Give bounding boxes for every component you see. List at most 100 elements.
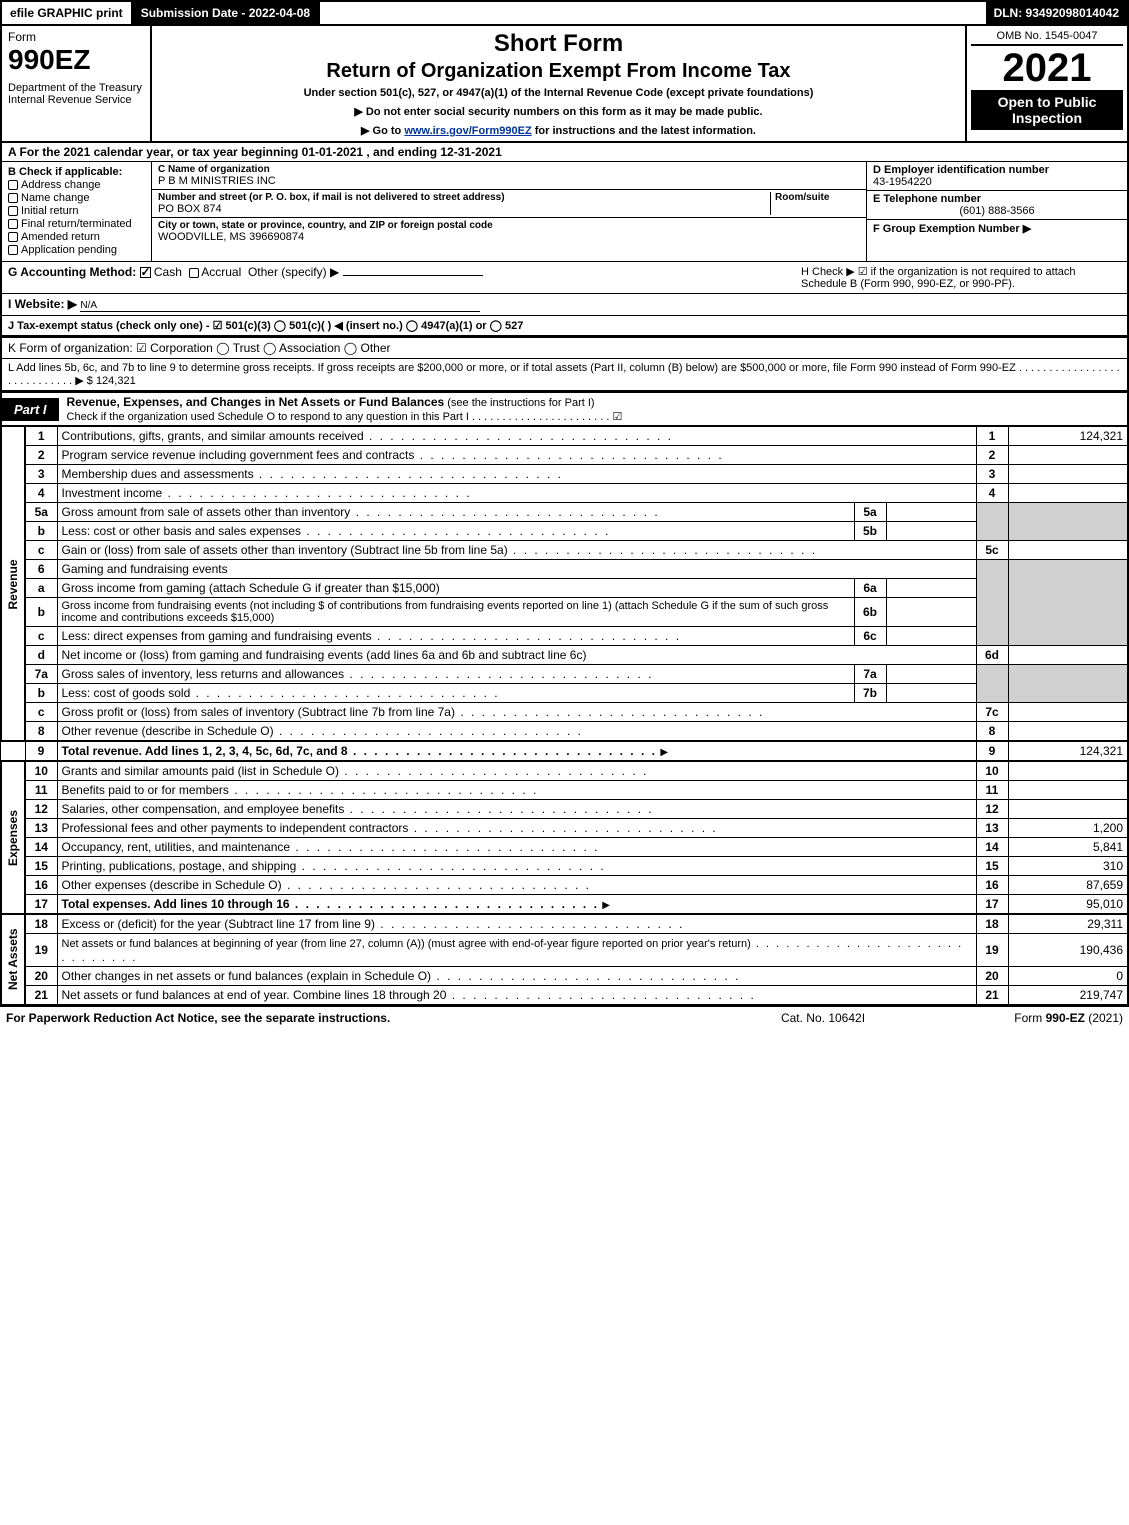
expenses-section-label: Expenses	[1, 761, 25, 914]
part-1-note: (see the instructions for Part I)	[444, 397, 594, 409]
row-j-text: J Tax-exempt status (check only one) - ☑…	[8, 320, 523, 332]
line-4: 4 Investment income 4	[1, 484, 1128, 503]
shaded-cell	[976, 665, 1008, 703]
chk-amended-return[interactable]: Amended return	[8, 231, 145, 243]
dln-label: DLN: 93492098014042	[986, 2, 1127, 24]
line-rno: 19	[976, 934, 1008, 967]
line-amount: 219,747	[1008, 986, 1128, 1006]
other-specify-input[interactable]	[343, 275, 483, 276]
irs-link[interactable]: www.irs.gov/Form990EZ	[404, 125, 531, 137]
org-info-block: B Check if applicable: Address change Na…	[0, 162, 1129, 262]
part-1-tab: Part I	[2, 398, 59, 421]
line-desc: Net assets or fund balances at beginning…	[62, 938, 964, 964]
line-desc: Other expenses (describe in Schedule O)	[62, 878, 592, 892]
chk-name-change[interactable]: Name change	[8, 192, 145, 204]
sub-val	[886, 665, 976, 684]
accrual-label: Accrual	[201, 265, 241, 279]
line-desc: Other revenue (describe in Schedule O)	[62, 724, 583, 738]
line-no: a	[25, 579, 57, 598]
room-label: Room/suite	[775, 192, 860, 203]
cash-label: Cash	[154, 265, 182, 279]
line-desc: Gross income from fundraising events (no…	[57, 598, 854, 627]
tax-year: 2021	[971, 48, 1123, 88]
shaded-cell	[1008, 560, 1128, 646]
line-no: 19	[25, 934, 57, 967]
line-6b: b Gross income from fundraising events (…	[1, 598, 1128, 627]
sub-no: 7a	[854, 665, 886, 684]
line-amount: 1,200	[1008, 819, 1128, 838]
instructions-line: ▶ Go to www.irs.gov/Form990EZ for instru…	[160, 124, 957, 137]
sub-val	[886, 627, 976, 646]
line-2: 2 Program service revenue including gove…	[1, 446, 1128, 465]
page-footer: For Paperwork Reduction Act Notice, see …	[0, 1006, 1129, 1029]
line-amount: 124,321	[1008, 427, 1128, 446]
line-amount	[1008, 761, 1128, 781]
street-label: Number and street (or P. O. box, if mail…	[158, 192, 770, 203]
sub-no: 5a	[854, 503, 886, 522]
line-rno: 21	[976, 986, 1008, 1006]
line-no: 5a	[25, 503, 57, 522]
line-amount	[1008, 465, 1128, 484]
line-19: 19 Net assets or fund balances at beginn…	[1, 934, 1128, 967]
form-ref: Form 990-EZ (2021)	[923, 1011, 1123, 1025]
ein-value: 43-1954220	[873, 176, 932, 188]
paperwork-notice: For Paperwork Reduction Act Notice, see …	[6, 1011, 723, 1025]
line-8: 8 Other revenue (describe in Schedule O)…	[1, 722, 1128, 742]
line-desc: Gross sales of inventory, less returns a…	[62, 667, 654, 681]
chk-label: Address change	[21, 179, 101, 191]
line-amount	[1008, 646, 1128, 665]
line-20: 20 Other changes in net assets or fund b…	[1, 967, 1128, 986]
other-specify-label: Other (specify) ▶	[248, 265, 339, 279]
line-3: 3 Membership dues and assessments 3	[1, 465, 1128, 484]
catalog-number: Cat. No. 10642I	[723, 1011, 923, 1025]
line-11: 11 Benefits paid to or for members 11	[1, 781, 1128, 800]
line-desc: Contributions, gifts, grants, and simila…	[62, 429, 674, 443]
chk-final-return[interactable]: Final return/terminated	[8, 218, 145, 230]
row-a-tax-year: A For the 2021 calendar year, or tax yea…	[0, 143, 1129, 162]
header-right: OMB No. 1545-0047 2021 Open to Public In…	[967, 26, 1127, 141]
checkbox-icon	[8, 180, 18, 190]
chk-address-change[interactable]: Address change	[8, 179, 145, 191]
line-amount: 87,659	[1008, 876, 1128, 895]
line-12: 12 Salaries, other compensation, and emp…	[1, 800, 1128, 819]
short-form-title: Short Form	[160, 30, 957, 58]
note2-pre: ▶ Go to	[361, 125, 404, 137]
website-value: N/A	[80, 300, 480, 312]
line-rno: 17	[976, 895, 1008, 915]
checkbox-icon	[8, 232, 18, 242]
line-desc: Grants and similar amounts paid (list in…	[62, 764, 649, 778]
line-amount	[1008, 446, 1128, 465]
city-value: WOODVILLE, MS 396690874	[158, 231, 860, 243]
efile-label: efile GRAPHIC print	[2, 2, 133, 24]
line-no: c	[25, 627, 57, 646]
line-amount: 0	[1008, 967, 1128, 986]
line-no: d	[25, 646, 57, 665]
line-amount: 190,436	[1008, 934, 1128, 967]
shaded-cell	[1008, 665, 1128, 703]
line-desc: Gross amount from sale of assets other t…	[62, 505, 660, 519]
line-rno: 10	[976, 761, 1008, 781]
netassets-section-label: Net Assets	[1, 914, 25, 1005]
line-rno: 8	[976, 722, 1008, 742]
line-1: Revenue 1 Contributions, gifts, grants, …	[1, 427, 1128, 446]
form-ref-pre: Form	[1014, 1011, 1045, 1025]
accrual-checkbox[interactable]	[189, 268, 199, 278]
line-rno: 4	[976, 484, 1008, 503]
chk-label: Amended return	[21, 231, 100, 243]
chk-application-pending[interactable]: Application pending	[8, 244, 145, 256]
chk-initial-return[interactable]: Initial return	[8, 205, 145, 217]
col-c-org-name-address: C Name of organization P B M MINISTRIES …	[152, 162, 867, 261]
line-17: 17 Total expenses. Add lines 10 through …	[1, 895, 1128, 915]
shaded-cell	[976, 560, 1008, 646]
line-rno: 18	[976, 914, 1008, 934]
line-amount	[1008, 484, 1128, 503]
line-rno: 9	[976, 741, 1008, 761]
line-rno: 14	[976, 838, 1008, 857]
line-desc: Net assets or fund balances at end of ye…	[62, 988, 756, 1002]
line-16: 16 Other expenses (describe in Schedule …	[1, 876, 1128, 895]
org-name-value: P B M MINISTRIES INC	[158, 175, 860, 187]
public-inspection-badge: Open to Public Inspection	[971, 90, 1123, 130]
line-no: 8	[25, 722, 57, 742]
cash-checkbox[interactable]	[140, 267, 151, 278]
top-bar: efile GRAPHIC print Submission Date - 20…	[0, 0, 1129, 26]
